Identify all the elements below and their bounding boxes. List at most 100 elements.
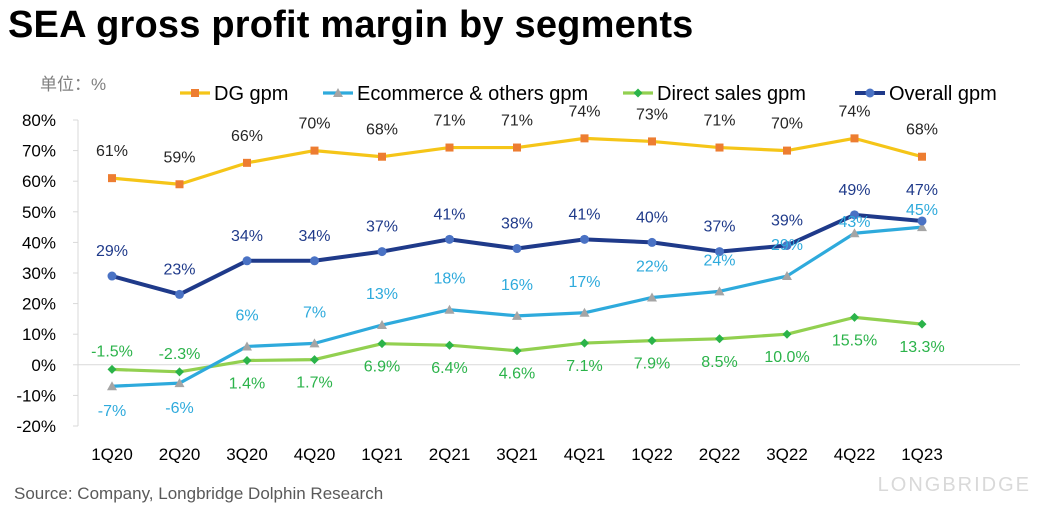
x-tick-label: 1Q20 (91, 445, 133, 464)
y-tick-label: 40% (22, 233, 56, 252)
data-point (445, 234, 454, 244)
data-label: 70% (771, 116, 803, 133)
data-label: 7.9% (634, 356, 670, 373)
y-tick-label: 70% (22, 142, 56, 161)
data-label: 71% (703, 113, 735, 130)
data-label: -1.5% (91, 343, 133, 360)
data-point (917, 319, 927, 329)
x-tick-label: 1Q22 (631, 445, 673, 464)
data-label: -7% (98, 403, 126, 420)
data-label: 74% (838, 103, 870, 120)
data-point (917, 222, 927, 232)
data-point (107, 271, 117, 281)
legend-label: Ecommerce & others gpm (357, 83, 588, 105)
legend-swatch-marker (191, 89, 199, 97)
data-label: 37% (703, 219, 735, 236)
data-label: 22% (636, 258, 668, 275)
data-label: 18% (433, 271, 465, 288)
x-tick-label: 4Q20 (294, 445, 336, 464)
data-point (918, 152, 926, 161)
data-point (444, 304, 455, 314)
data-label: 49% (838, 182, 870, 199)
data-label: 8.5% (701, 354, 737, 371)
data-point (647, 237, 657, 247)
data-point (107, 381, 117, 391)
legend-swatch-marker (333, 88, 343, 97)
y-tick-label: 0% (31, 356, 56, 375)
data-point (242, 256, 252, 266)
data-point (243, 158, 251, 167)
data-point (175, 180, 184, 189)
data-point (377, 320, 387, 330)
data-label: 68% (906, 122, 938, 139)
y-tick-label: 10% (22, 325, 56, 344)
data-point (378, 152, 386, 161)
data-label: 45% (906, 202, 938, 219)
x-tick-label: 3Q20 (226, 445, 268, 464)
data-point (782, 329, 792, 339)
data-point (850, 134, 859, 143)
data-point (715, 143, 724, 152)
data-point (175, 367, 184, 377)
data-point (175, 289, 184, 299)
x-tick-label: 3Q21 (496, 445, 538, 464)
y-tick-label: 20% (22, 295, 56, 314)
data-point (512, 346, 522, 356)
data-label: 43% (838, 214, 870, 231)
data-label: 47% (906, 182, 938, 199)
data-label: 1.4% (229, 376, 265, 393)
data-point (648, 137, 656, 146)
y-tick-label: 30% (22, 264, 56, 283)
x-tick-label: 2Q20 (159, 445, 201, 464)
data-label: 74% (568, 103, 600, 120)
data-label: 10.0% (764, 349, 809, 366)
data-label: 23% (163, 261, 195, 278)
chart-title: SEA gross profit margin by segments (8, 4, 694, 46)
data-label: -6% (165, 400, 193, 417)
data-point (580, 338, 589, 348)
data-point (445, 143, 454, 152)
data-label: 7.1% (566, 358, 602, 375)
x-tick-label: 2Q21 (429, 445, 471, 464)
data-point (309, 338, 320, 348)
data-point (242, 356, 252, 366)
data-point (782, 271, 792, 281)
data-point (310, 256, 319, 266)
data-label: 40% (636, 209, 668, 226)
y-tick-label: 50% (22, 203, 56, 222)
data-point (377, 247, 387, 257)
data-label: 68% (366, 122, 398, 139)
data-label: 1.7% (296, 375, 332, 392)
legend-label: Overall gpm (889, 83, 997, 105)
data-label: 38% (501, 216, 533, 233)
data-point (917, 216, 927, 226)
data-point (310, 146, 319, 155)
data-label: 29% (96, 243, 128, 260)
legend-label: DG gpm (214, 83, 288, 105)
data-label: 41% (568, 206, 600, 223)
data-point (242, 341, 252, 351)
data-label: 66% (231, 128, 263, 145)
legend-swatch-marker (865, 88, 875, 98)
y-tick-label: -10% (16, 386, 56, 405)
data-label: 4.6% (499, 366, 535, 383)
data-label: 34% (231, 228, 263, 245)
data-label: 73% (636, 106, 668, 123)
data-point (647, 292, 657, 302)
data-point (579, 307, 590, 317)
data-label: 13% (366, 286, 398, 303)
data-point (850, 210, 859, 220)
x-tick-label: 1Q21 (361, 445, 403, 464)
data-point (715, 247, 724, 257)
x-tick-label: 1Q23 (901, 445, 943, 464)
y-tick-label: -20% (16, 417, 56, 436)
data-point (512, 244, 522, 254)
data-point (849, 228, 860, 238)
data-label: 6% (235, 307, 258, 324)
data-label: 71% (433, 113, 465, 130)
data-point (174, 378, 185, 388)
data-label: 37% (366, 219, 398, 236)
x-tick-label: 4Q21 (564, 445, 606, 464)
axes: -20% -10% 0% 10% 20% 30% 40% 50% 60% 70% 80% 1Q20 2Q… (16, 111, 1020, 464)
data-point (714, 286, 725, 296)
